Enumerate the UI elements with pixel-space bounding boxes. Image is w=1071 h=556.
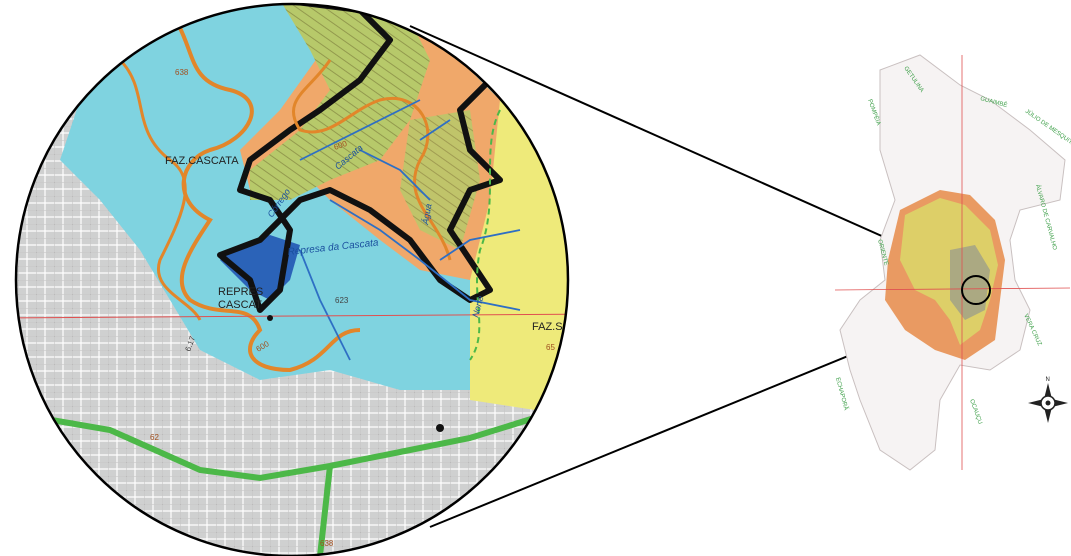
neighbor-echapora: ECHAPORÃ <box>834 377 849 411</box>
label-contour-65: 65 <box>546 343 555 352</box>
road-green <box>39 407 561 482</box>
compass-north-label: N <box>1046 377 1050 383</box>
app-boundary <box>217 4 503 313</box>
contour-orange-1 <box>158 4 361 373</box>
overview-grid-h <box>834 287 1071 291</box>
label-represa-2: CASCAT <box>218 299 262 311</box>
label-faz-cascata: FAZ.CASCATA <box>165 155 239 167</box>
municipality-urban <box>950 245 990 320</box>
contour-green <box>469 109 501 361</box>
contour-orange-2 <box>118 58 202 321</box>
label-contour-600a: 600 <box>333 139 349 152</box>
point-marker-2 <box>267 315 273 321</box>
grid-line-red <box>16 313 568 319</box>
label-represa-1: REPRES <box>218 286 263 298</box>
compass-rose-icon: N <box>1028 377 1068 423</box>
neighbor-ocaucu: OCAUÇU <box>968 399 983 425</box>
overview-map: GETULINA GUAIMBÊ JÚLIO DE MESQUITA ÁLVAR… <box>834 54 1071 471</box>
label-contour-623: 623 <box>335 296 349 305</box>
zoom-map: FAZ.CASCATA REPRES CASCAT Represa da Cas… <box>16 4 568 556</box>
label-agua: Água <box>420 203 434 226</box>
point-marker <box>436 424 444 432</box>
label-contour-638: 638 <box>175 68 189 77</box>
zoom-circle-border <box>14 2 570 556</box>
overview-locator-circle <box>961 275 991 305</box>
label-contour-62: 62 <box>150 433 159 442</box>
contour-orange-3 <box>292 59 452 261</box>
road-green-branch <box>317 465 333 556</box>
label-contour-638b: 638 <box>320 539 334 548</box>
label-faz-s: FAZ.S <box>532 321 563 333</box>
streams <box>299 99 521 361</box>
